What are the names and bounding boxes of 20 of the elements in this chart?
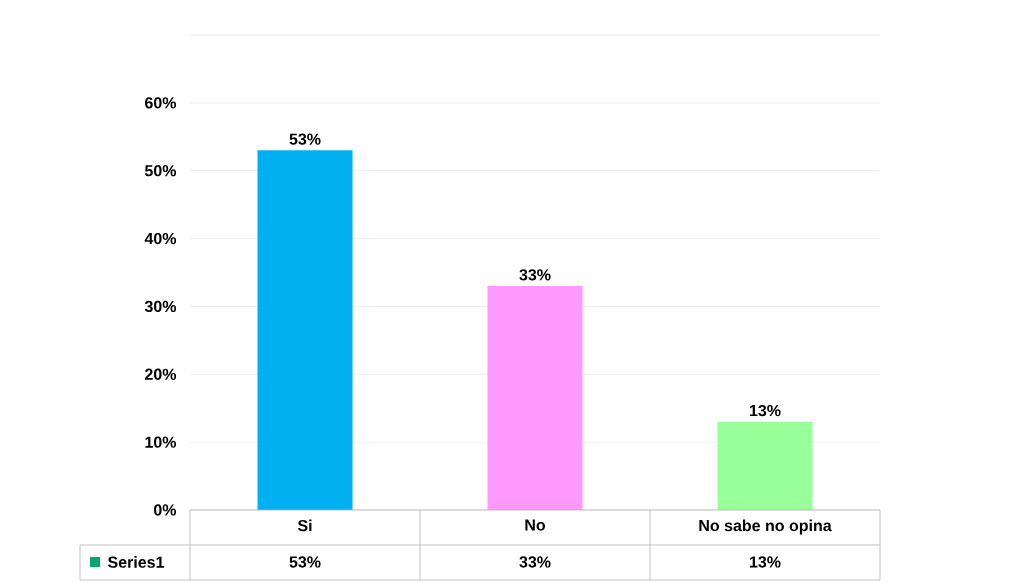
y-tick-label: 30% xyxy=(144,300,177,313)
bar xyxy=(717,421,813,510)
text: 53% xyxy=(289,133,321,145)
data-label: 13% xyxy=(750,556,781,568)
data-label: 53% xyxy=(289,556,321,568)
text: 33% xyxy=(519,269,551,281)
bar xyxy=(487,286,583,510)
y-tick-label: 20% xyxy=(145,368,177,380)
x-tick-label: Si xyxy=(297,519,312,532)
y-tick-label: 60% xyxy=(145,97,177,109)
y-tick-label: 0% xyxy=(153,504,177,516)
text: 13% xyxy=(749,404,781,417)
x-tick-label: No xyxy=(525,519,546,531)
x-tick-label: No sabe no opina xyxy=(699,519,832,535)
y-tick-label: 10% xyxy=(145,436,177,448)
y-tick-label: 40% xyxy=(144,232,177,245)
data-label: 33% xyxy=(519,556,551,568)
text: Series1 xyxy=(108,556,165,568)
y-tick-label: 50% xyxy=(144,165,177,177)
bar xyxy=(257,150,353,510)
